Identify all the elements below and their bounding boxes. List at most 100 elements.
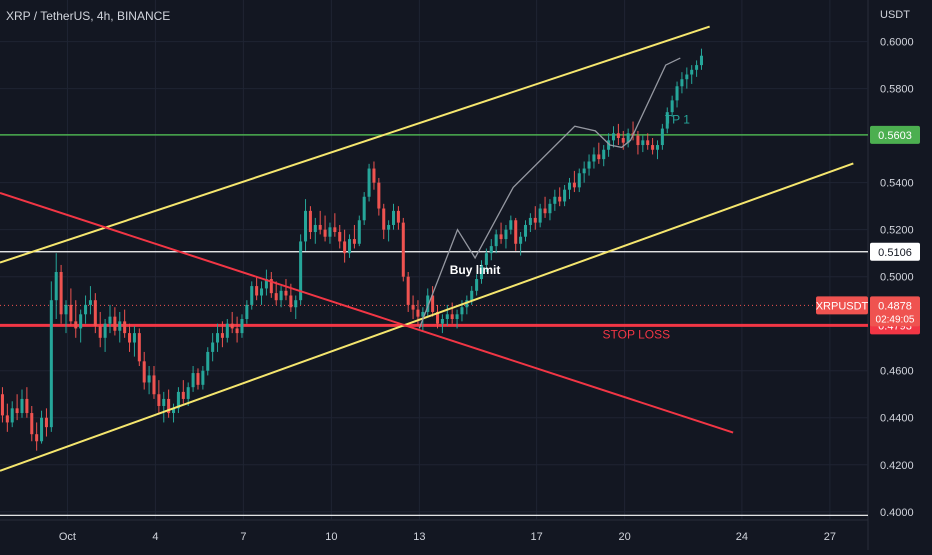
candle-body: [504, 229, 508, 240]
candle-body: [479, 264, 484, 280]
x-tick-label: 7: [240, 531, 246, 543]
candle-body: [313, 224, 317, 233]
candle-body: [577, 173, 581, 188]
candle-body: [470, 290, 474, 301]
candle-body: [250, 286, 254, 305]
candle-body: [230, 323, 234, 329]
candle-body: [196, 373, 200, 385]
candle-body: [382, 208, 386, 230]
candle-body: [69, 304, 73, 322]
candle-body: [54, 271, 58, 301]
candle-body: [450, 314, 454, 320]
annotations: TP 1 Buy limit STOP LOSS: [450, 112, 691, 341]
candle-body: [538, 208, 542, 223]
candle-body: [201, 370, 205, 385]
candle-body: [64, 304, 68, 315]
candle-body: [367, 168, 371, 197]
candle-body: [362, 196, 366, 221]
countdown-label: 02:49:05: [876, 314, 915, 325]
candle-body: [157, 394, 161, 406]
candle-body: [655, 145, 660, 150]
candle-body: [401, 222, 405, 277]
candle-body: [59, 271, 63, 315]
candle-body: [108, 316, 112, 324]
candle-body: [79, 314, 83, 329]
candle-body: [357, 220, 361, 244]
candle-body: [514, 220, 518, 244]
candle-body: [352, 239, 356, 244]
symbol-title: XRP / TetherUS, 4h, BINANCE: [6, 9, 171, 23]
candle-body: [665, 112, 669, 129]
candle-body: [499, 234, 503, 240]
candle-body: [93, 300, 97, 327]
candle-body: [284, 290, 288, 296]
candle-body: [440, 319, 444, 324]
candle-body: [391, 210, 396, 225]
candle-body: [421, 311, 425, 317]
price-axis: USDT 0.6000 0.5800 0.5400 0.5200 0.5000 0.4600…: [59, 9, 920, 543]
candle-body: [377, 182, 381, 209]
candle-body: [88, 300, 92, 305]
candle-body: [660, 128, 664, 146]
candle-body: [299, 241, 303, 301]
candle-body: [181, 391, 185, 399]
candle-body: [387, 224, 391, 230]
candle-body: [294, 300, 298, 308]
candle-body: [308, 210, 312, 233]
projection-path: [418, 57, 681, 329]
x-tick-label: 13: [413, 531, 425, 543]
candle-body: [523, 224, 528, 237]
candle-body: [611, 133, 616, 141]
candle-body: [465, 300, 469, 308]
candle-body: [572, 182, 576, 188]
x-tick-label: 24: [736, 531, 748, 543]
candle-body: [699, 55, 703, 66]
candle-body: [162, 398, 166, 406]
level-label: 0.5106: [878, 247, 912, 259]
x-tick-label: 17: [531, 531, 543, 543]
trendline-channel-lower: [0, 162, 854, 472]
candle-body: [240, 319, 244, 334]
candle-body: [323, 229, 327, 237]
candle-body: [279, 290, 283, 301]
candle-body: [641, 140, 645, 146]
candle-body: [304, 210, 308, 242]
y-tick-label: 0.4000: [880, 507, 914, 519]
candle-body: [5, 415, 9, 423]
candle-body: [84, 304, 88, 315]
candle-body: [675, 86, 679, 101]
candle-body: [172, 408, 176, 414]
candle-body: [435, 311, 440, 324]
x-tick-label: 27: [824, 531, 836, 543]
candle-body: [264, 279, 268, 289]
candle-body: [167, 398, 171, 414]
candle-body: [260, 288, 264, 296]
candle-body: [519, 236, 523, 244]
y-tick-label: 0.5400: [880, 178, 914, 190]
candle-body: [636, 135, 640, 146]
candle-body: [338, 232, 342, 242]
candle-body: [10, 408, 14, 423]
candle-body: [113, 316, 117, 331]
candle-body: [416, 309, 420, 317]
candle-body: [123, 321, 127, 334]
candle-body: [328, 227, 332, 237]
candle-body: [426, 295, 430, 312]
candle-body: [49, 300, 53, 428]
candle-body: [186, 387, 190, 399]
candle-body: [343, 241, 347, 254]
candle-body: [269, 279, 273, 294]
candle-body: [176, 391, 180, 409]
candle-body: [460, 307, 464, 315]
horizontal-levels: [0, 134, 868, 516]
candle-body: [348, 239, 352, 254]
candle-body: [372, 168, 376, 183]
candle-body: [646, 140, 650, 146]
candle-body: [44, 417, 48, 428]
candle-body: [670, 100, 674, 113]
candle-body: [445, 314, 449, 320]
candle-body: [289, 295, 293, 308]
candle-body: [626, 133, 630, 143]
candle-body: [651, 145, 655, 150]
